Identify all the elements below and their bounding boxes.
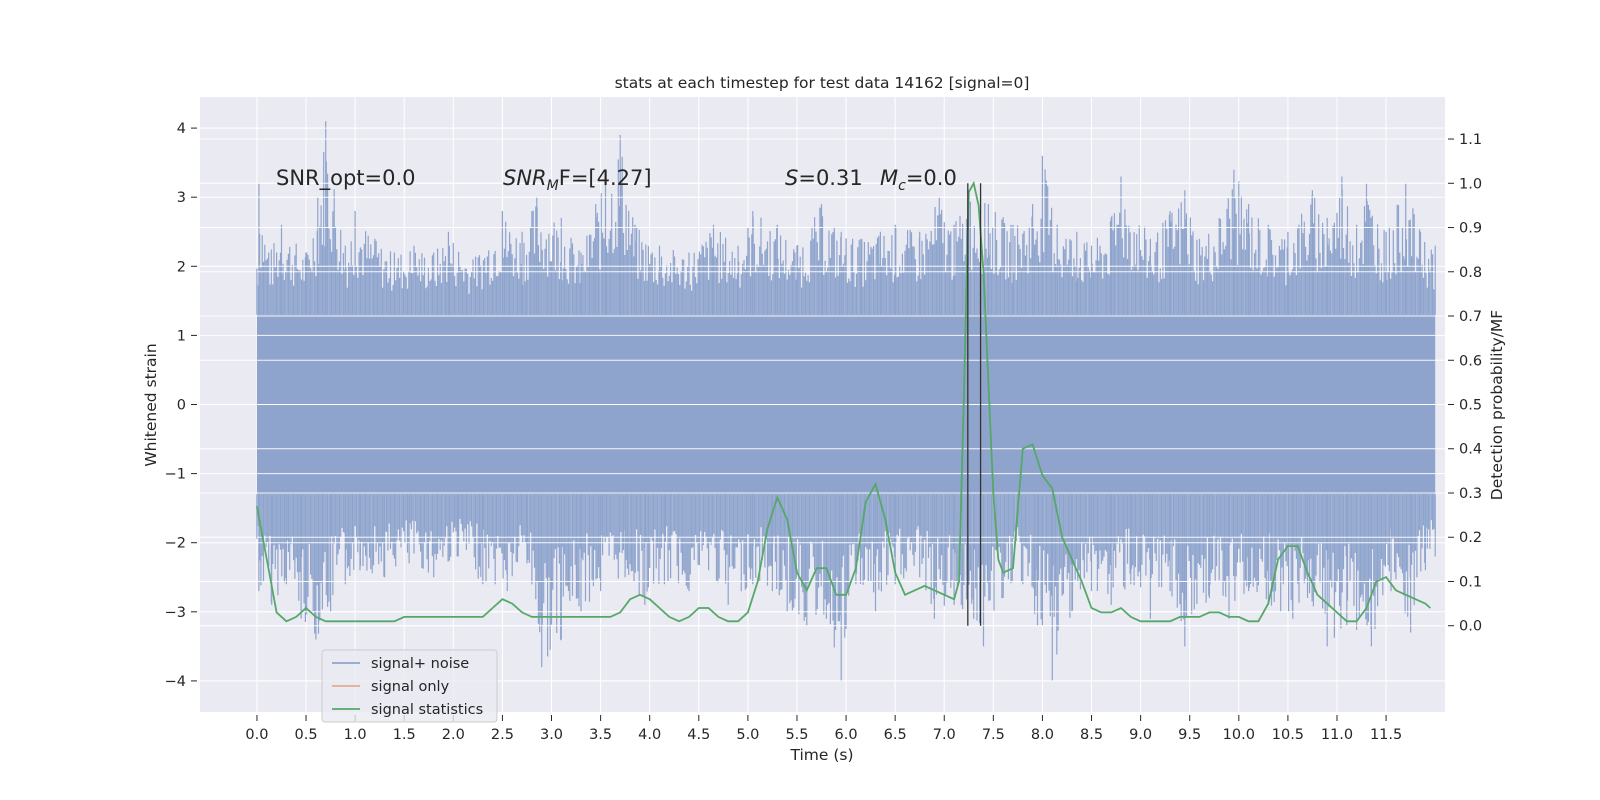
annotation-snr-mf: SNRMF=[4.27] — [503, 166, 652, 194]
legend-label-signal-statistics: signal statistics — [371, 702, 483, 718]
y2-tick-label: 0.1 — [1459, 574, 1482, 590]
x-tick-label: 6.5 — [884, 727, 907, 743]
y2-tick-label: 1.1 — [1459, 132, 1482, 148]
legend: signal+ noise signal only signal statist… — [321, 649, 498, 723]
legend-label-signal-noise: signal+ noise — [371, 656, 469, 672]
y2-tick-label: 0.8 — [1459, 265, 1482, 281]
x-tick-label: 5.5 — [785, 727, 808, 743]
y2-tick-label: 0.7 — [1459, 309, 1482, 325]
vertical-markers — [967, 183, 982, 626]
x-tick-label: 4.5 — [687, 727, 710, 743]
annotation-mc: Mc=0.0 — [880, 166, 957, 194]
y-tick-label: −2 — [165, 536, 186, 552]
y2-tick-label: 0.4 — [1459, 442, 1482, 458]
y2-tick-label: 0.6 — [1459, 353, 1482, 369]
x-tick-label: 0.0 — [245, 727, 268, 743]
signal-noise-upper-spikes — [256, 121, 1436, 315]
x-tick-label: 1.0 — [344, 727, 367, 743]
y2-tick-label: 0.9 — [1459, 221, 1482, 237]
axis-ticks: 0.0 0.5 1.0 1.5 2.0 2.5 3.0 3.5 4.0 4.5 5.0 5.5 6.0 6… — [165, 121, 1482, 743]
legend-box — [321, 649, 498, 723]
y2-tick-label: 0.2 — [1459, 530, 1482, 546]
series-signal-noise — [256, 121, 1436, 682]
x-tick-label: 2.0 — [442, 727, 465, 743]
y2-tick-label: 0.3 — [1459, 486, 1482, 502]
y2-tick-label: 1.0 — [1459, 176, 1482, 192]
signal-statistics-line — [256, 180, 1431, 623]
y-tick-label: 2 — [177, 259, 186, 275]
annotation-s: S=0.31 — [785, 166, 863, 190]
x-tick-label: 3.5 — [589, 727, 612, 743]
x-tick-label: 10.0 — [1223, 727, 1255, 743]
x-tick-label: 1.5 — [393, 727, 416, 743]
x-tick-label: 11.0 — [1321, 727, 1353, 743]
x-tick-label: 0.5 — [295, 727, 318, 743]
series-signal-statistics — [256, 180, 1431, 623]
y2-axis-label: Detection probability/MF — [1488, 310, 1506, 501]
x-tick-label: 11.5 — [1370, 727, 1402, 743]
x-tick-label: 6.0 — [835, 727, 858, 743]
x-tick-label: 10.5 — [1272, 727, 1304, 743]
x-tick-label: 9.0 — [1129, 727, 1152, 743]
y-axis-label: Whitened strain — [142, 343, 160, 466]
x-tick-label: 7.5 — [982, 727, 1005, 743]
chart-title: stats at each timestep for test data 141… — [615, 74, 1030, 92]
y-tick-label: 1 — [177, 328, 186, 344]
y-tick-label: −4 — [165, 674, 186, 690]
x-axis-label: Time (s) — [789, 746, 853, 764]
y2-tick-label: 0.5 — [1459, 398, 1482, 414]
legend-label-signal-only: signal only — [371, 679, 450, 695]
y-tick-label: 3 — [177, 190, 186, 206]
y-tick-label: 4 — [177, 121, 186, 137]
x-tick-label: 8.5 — [1080, 727, 1103, 743]
x-tick-label: 4.0 — [638, 727, 661, 743]
annotation-snr-opt: SNR_opt=0.0 — [276, 166, 416, 191]
x-tick-label: 2.5 — [491, 727, 514, 743]
y2-tick-label: 0.0 — [1459, 619, 1482, 635]
x-tick-label: 8.0 — [1031, 727, 1054, 743]
x-tick-label: 9.5 — [1178, 727, 1201, 743]
y-tick-label: −1 — [165, 467, 186, 483]
x-tick-label: 7.0 — [933, 727, 956, 743]
y-tick-label: 0 — [177, 398, 186, 414]
y-tick-label: −3 — [165, 605, 186, 621]
x-tick-label: 5.0 — [736, 727, 759, 743]
x-tick-label: 3.0 — [540, 727, 563, 743]
